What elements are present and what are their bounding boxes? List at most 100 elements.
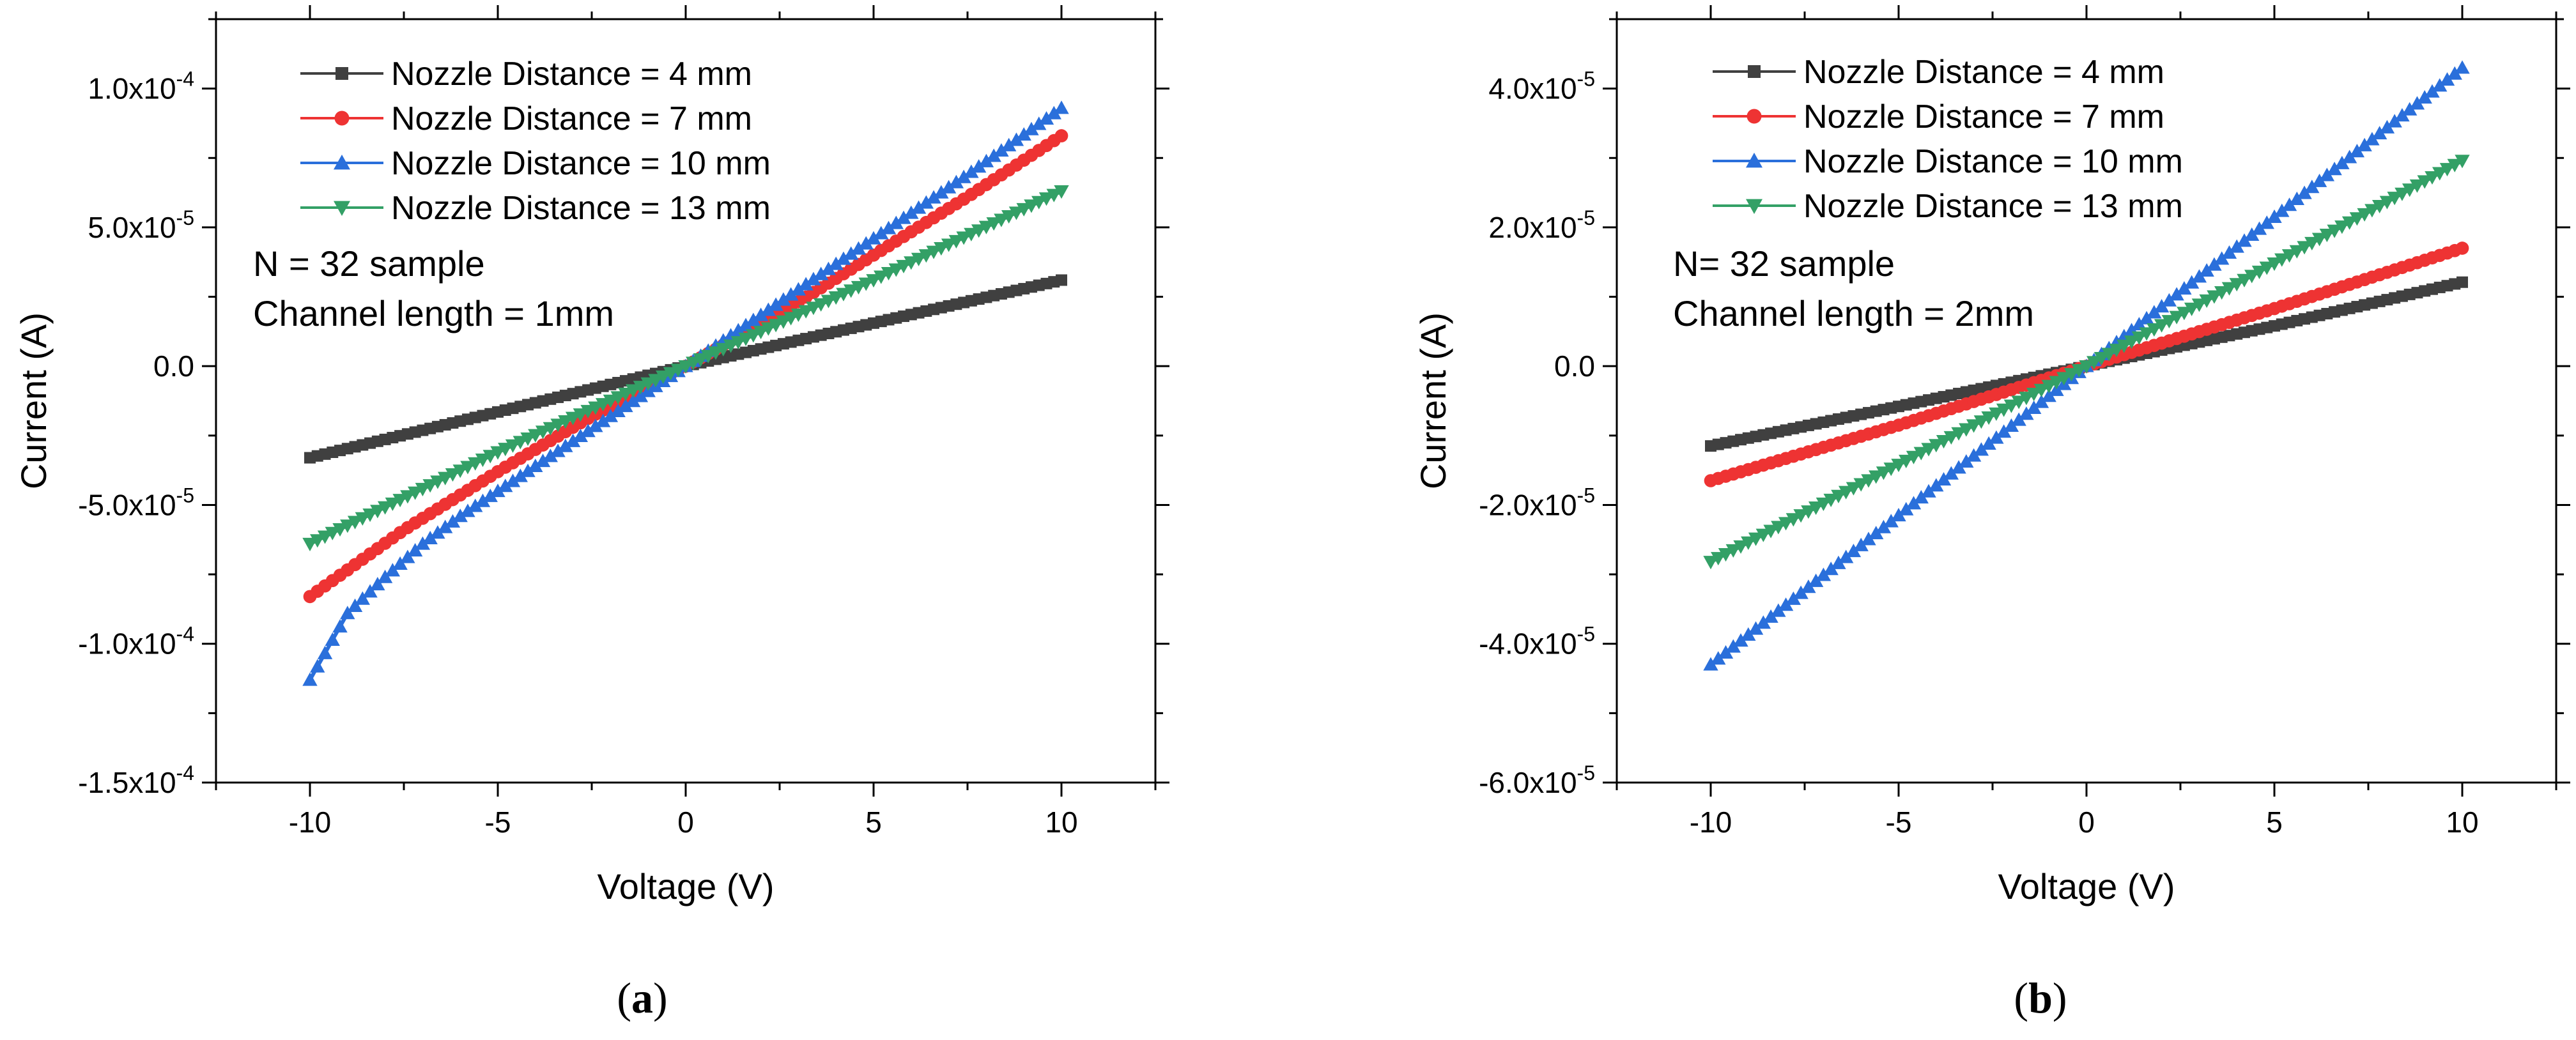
data-point (520, 432, 536, 447)
data-point (2274, 203, 2290, 217)
annotation-text: Channel length = 2mm (1673, 293, 2034, 333)
y-tick-label: -1.5x10-4 (78, 761, 194, 799)
data-point (1921, 443, 1936, 457)
data-point (640, 377, 656, 391)
data-point (1808, 501, 1824, 516)
data-point (911, 252, 927, 266)
data-point (2364, 132, 2380, 146)
data-point (1703, 657, 1718, 671)
x-axis-label: Voltage (V) (1998, 866, 2175, 906)
data-point (1725, 639, 1741, 653)
data-point (738, 332, 753, 346)
data-point (956, 169, 971, 183)
data-point (1808, 573, 1824, 587)
x-tick-label: 5 (865, 806, 882, 839)
data-point (1823, 493, 1839, 507)
y-tick-label: -4.0x10-5 (1479, 623, 1595, 661)
data-point (821, 294, 837, 309)
data-point (437, 471, 453, 486)
data-point (550, 418, 566, 432)
data-point (1778, 597, 1794, 611)
data-point (2267, 257, 2282, 271)
data-point (2455, 60, 2470, 74)
data-point (2304, 236, 2320, 250)
data-point (746, 312, 761, 326)
chart-panel-b: -10 -5 0 5 10 -6.0x10-5 -4.0x10-5 -2.0x10-5 0.0 2… (1413, 5, 2570, 1022)
data-point (355, 591, 371, 605)
data-point (1906, 496, 1922, 510)
data-point (874, 226, 889, 240)
data-point (573, 408, 589, 422)
data-point (2357, 208, 2372, 222)
data-point (2019, 392, 2034, 406)
data-point (2297, 185, 2312, 199)
panel-label: (b) (2014, 974, 2067, 1022)
data-point (482, 488, 498, 502)
y-tick-label: 1.0x10-4 (88, 68, 194, 105)
data-point (2214, 286, 2230, 300)
data-point (2425, 171, 2440, 185)
data-point (2026, 400, 2042, 414)
data-point (1929, 439, 1944, 453)
data-point (791, 282, 806, 296)
data-point (648, 374, 663, 388)
data-point (2161, 293, 2177, 307)
data-point (362, 584, 378, 598)
data-point (2341, 149, 2357, 164)
data-point (2154, 319, 2170, 333)
data-point (791, 308, 806, 323)
data-point (452, 464, 468, 478)
data-point (1711, 651, 1726, 665)
data-point (2311, 233, 2327, 247)
data-point (828, 291, 844, 305)
data-point (2191, 269, 2207, 283)
data-point (918, 195, 934, 209)
data-point (1748, 621, 1764, 635)
data-point (1899, 454, 1914, 468)
data-point (392, 494, 408, 508)
data-point (656, 370, 671, 385)
data-point (2019, 406, 2034, 420)
data-point (535, 454, 551, 468)
series-nozzle-distance-13-mm (302, 185, 1069, 551)
y-axis-label: Current (A) (1413, 312, 1453, 489)
data-point (934, 185, 949, 199)
data-point (2297, 241, 2312, 255)
data-point (2214, 251, 2230, 265)
y-tick-label: -2.0x10-5 (1479, 484, 1595, 521)
data-point (1771, 521, 1786, 535)
data-point (844, 246, 859, 260)
data-point (851, 280, 867, 294)
data-point (2003, 399, 2019, 413)
data-point (828, 256, 844, 270)
data-point (2319, 167, 2335, 181)
data-point (768, 319, 783, 333)
data-point (1046, 188, 1061, 203)
legend-marker (1747, 109, 1762, 124)
data-point (385, 563, 401, 577)
data-point (2259, 261, 2274, 275)
data-point (468, 498, 483, 512)
data-point (1801, 505, 1816, 519)
data-point (1876, 466, 1892, 480)
data-point (2154, 299, 2170, 313)
data-point (1816, 567, 1832, 581)
data-point (753, 325, 769, 339)
legend-label: Nozzle Distance = 4 mm (391, 56, 752, 93)
data-point (2139, 327, 2154, 341)
data-point (1883, 463, 1899, 477)
data-point (783, 287, 799, 301)
legend: Nozzle Distance = 4 mm Nozzle Distance = … (1713, 54, 2183, 225)
data-point (2237, 273, 2252, 287)
data-point (2229, 239, 2244, 253)
data-point (904, 256, 919, 270)
data-point (468, 457, 483, 471)
data-point (888, 215, 904, 229)
data-point (2334, 220, 2350, 234)
data-point (986, 148, 1001, 162)
data-point (971, 224, 987, 238)
data-point (2387, 114, 2402, 128)
data-point (490, 446, 505, 460)
data-point (618, 399, 633, 413)
data-point (610, 391, 626, 405)
